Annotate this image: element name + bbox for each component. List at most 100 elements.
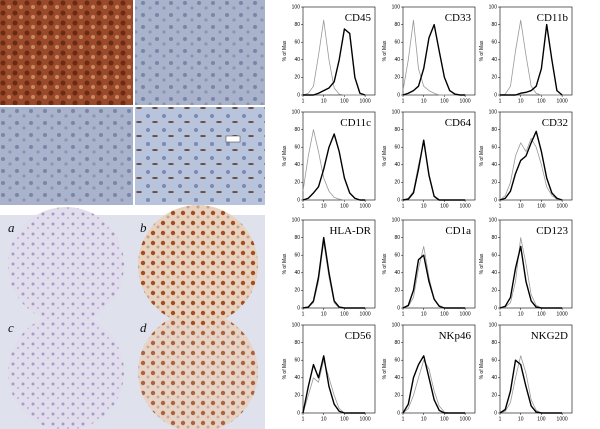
x-tick-label: 100 [440,203,449,209]
chart-title: CD123 [536,225,568,237]
y-tick-label: 100 [392,217,401,223]
y-tick-label: 60 [294,40,300,46]
histogram-curve [500,23,563,96]
histogram-curve [302,129,366,201]
plot-frame [499,6,573,96]
histogram-curve [402,355,466,414]
y-tick-label: 20 [394,393,400,399]
y-tick-label: 40 [394,57,400,63]
y-tick-label: 80 [491,22,497,28]
y-tick-label: 20 [294,180,300,186]
y-tick-label: 100 [489,322,498,328]
x-tick-label: 1 [499,203,502,209]
y-tick-label: 40 [294,57,300,63]
histogram-curve [402,142,466,201]
y-tick-label: 40 [394,375,400,381]
y-tick-label: 20 [394,75,400,81]
histogram-curve [499,245,563,309]
histogram-curve [302,236,366,309]
x-tick-label: 100 [537,203,546,209]
x-tick-label: 1 [402,98,405,104]
x-tick-label: 100 [440,98,449,104]
histogram-curve [499,137,563,201]
x-tick-label: 100 [340,98,349,104]
x-tick-label: 10 [321,98,327,104]
chart-title: NKp46 [439,330,472,342]
y-tick-label: 80 [394,340,400,346]
x-tick-label: 1000 [360,98,371,104]
x-tick-label: 1000 [360,311,371,317]
tissue-core [138,312,258,429]
y-tick-label: 100 [292,217,301,223]
y-tick-label: 100 [392,4,401,10]
y-tick-label: 0 [297,305,300,311]
x-tick-label: 1000 [557,311,568,317]
y-tick-label: 60 [294,145,300,151]
plot-frame [302,324,376,414]
y-tick-label: 100 [392,322,401,328]
x-tick-label: 10 [518,203,524,209]
x-tick-label: 1 [499,98,502,104]
y-tick-label: 20 [294,288,300,294]
y-axis-label: % of Max [479,145,485,166]
y-tick-label: 100 [292,109,301,115]
y-tick-label: 20 [491,288,497,294]
plot-frame [302,111,376,201]
y-tick-label: 40 [491,270,497,276]
chart-title: CD11c [340,117,371,129]
y-tick-label: 100 [489,217,498,223]
histogram-curve [402,139,466,201]
y-tick-label: 60 [394,40,400,46]
y-tick-label: 40 [394,162,400,168]
x-tick-label: 1 [302,311,305,317]
y-tick-label: 0 [397,197,400,203]
y-axis-label: % of Max [282,40,288,61]
y-axis-label: % of Max [382,145,388,166]
x-tick-label: 1 [302,98,305,104]
panel-label: d [140,320,147,335]
y-axis-label: % of Max [282,145,288,166]
x-tick-label: 1000 [360,203,371,209]
y-tick-label: 80 [491,340,497,346]
y-axis-label: % of Max [479,40,485,61]
y-tick-label: 20 [394,288,400,294]
y-tick-label: 60 [394,145,400,151]
y-axis-label: % of Max [282,358,288,379]
histology-image [0,107,133,205]
y-tick-label: 0 [397,305,400,311]
plot-frame [302,6,376,96]
chart-title: HLA-DR [329,225,371,237]
y-tick-label: 80 [294,340,300,346]
y-tick-label: 80 [394,22,400,28]
x-tick-label: 100 [340,203,349,209]
y-tick-label: 0 [494,410,497,416]
histogram-curve [302,19,366,96]
x-tick-label: 1 [402,416,405,422]
histology-image [0,0,133,105]
x-tick-label: 1 [499,311,502,317]
x-tick-label: 100 [440,311,449,317]
histogram-curve [499,359,563,414]
x-tick-label: 10 [421,416,427,422]
scale-bar [225,135,241,143]
x-tick-label: 100 [340,311,349,317]
y-tick-label: 60 [491,253,497,259]
histogram-curve [499,130,563,201]
y-axis-label: % of Max [382,358,388,379]
y-tick-label: 60 [394,358,400,364]
y-tick-label: 20 [491,180,497,186]
chart-title: CD64 [445,117,472,129]
x-tick-label: 1000 [460,311,471,317]
y-tick-label: 80 [294,22,300,28]
panel-label: a [8,220,15,235]
x-tick-label: 10 [421,203,427,209]
x-tick-label: 1 [402,203,405,209]
x-tick-label: 1 [302,203,305,209]
y-tick-label: 0 [297,92,300,98]
plot-frame [499,324,573,414]
plot-frame [499,111,573,201]
x-tick-label: 10 [321,416,327,422]
y-tick-label: 80 [394,235,400,241]
plot-frame [402,219,476,309]
x-tick-label: 1000 [460,416,471,422]
